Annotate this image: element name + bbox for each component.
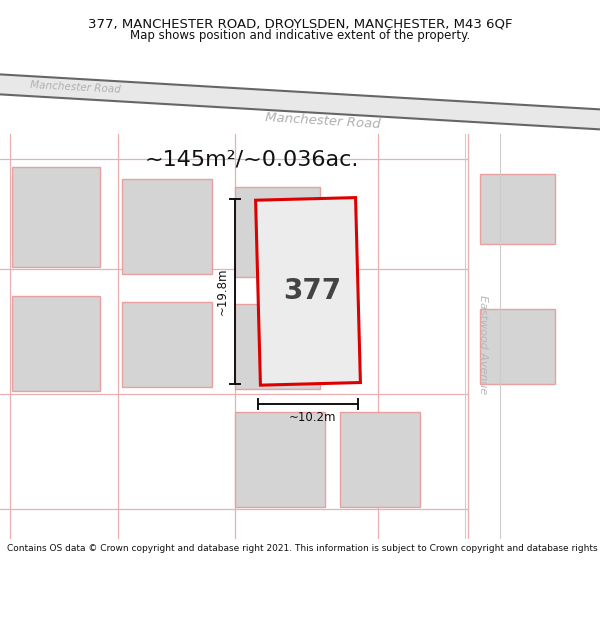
Bar (12, 296, 100, 391)
Text: Eastwood Avenue: Eastwood Avenue (478, 295, 488, 394)
Text: ~145m²/~0.036ac.: ~145m²/~0.036ac. (145, 149, 359, 169)
Bar (122, 179, 212, 274)
Text: Contains OS data © Crown copyright and database right 2021. This information is : Contains OS data © Crown copyright and d… (7, 544, 600, 552)
Bar (235, 188, 320, 278)
Text: ~10.2m: ~10.2m (289, 411, 337, 424)
Bar (480, 309, 555, 384)
Bar (235, 304, 320, 389)
Text: Map shows position and indicative extent of the property.: Map shows position and indicative extent… (130, 29, 470, 41)
Text: Manchester Road: Manchester Road (265, 111, 381, 131)
Bar (235, 412, 325, 508)
Bar (12, 168, 100, 268)
Text: 377, MANCHESTER ROAD, DROYLSDEN, MANCHESTER, M43 6QF: 377, MANCHESTER ROAD, DROYLSDEN, MANCHES… (88, 18, 512, 30)
Polygon shape (0, 74, 600, 129)
Polygon shape (256, 198, 361, 385)
Bar (340, 412, 420, 508)
Text: Manchester Road: Manchester Road (30, 80, 121, 95)
Text: 377: 377 (283, 278, 341, 306)
Bar (480, 174, 555, 244)
Bar (122, 302, 212, 388)
Text: ~19.8m: ~19.8m (215, 268, 229, 315)
